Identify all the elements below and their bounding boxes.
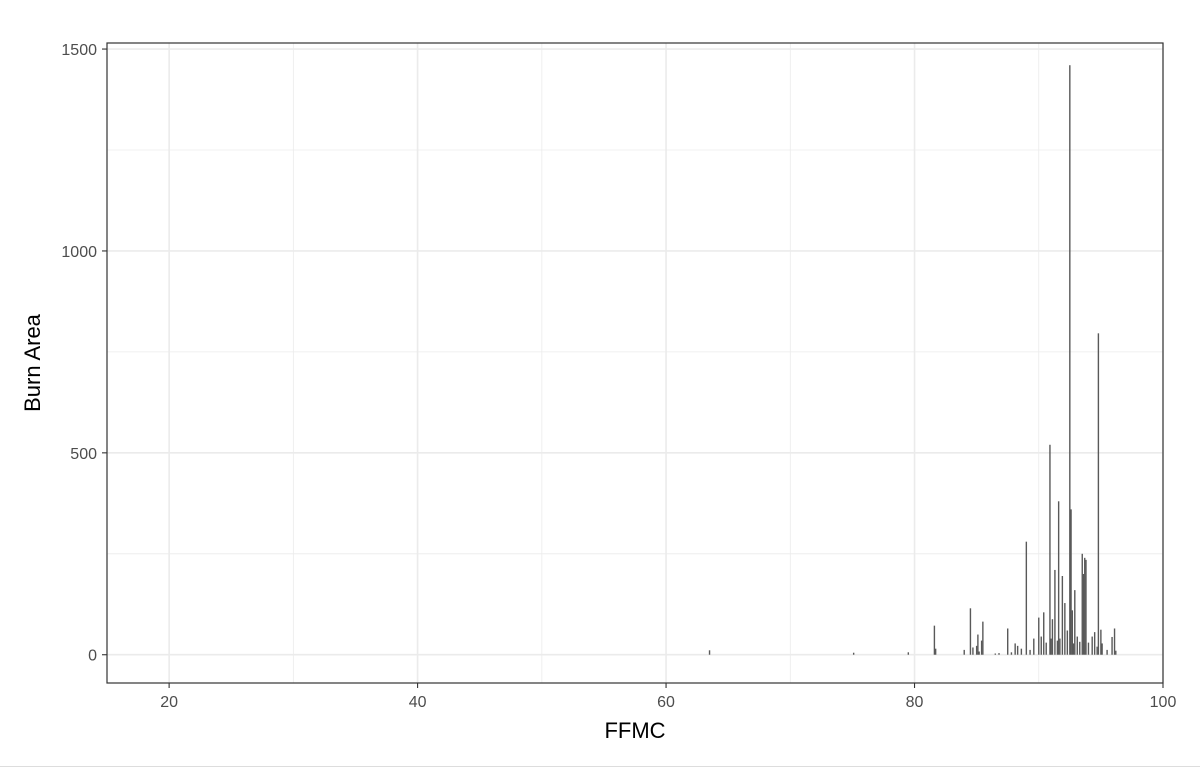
bar	[975, 645, 978, 655]
bar	[934, 648, 937, 655]
bar	[933, 625, 936, 655]
bar	[1016, 645, 1019, 655]
bars-layer	[708, 65, 1117, 655]
bar	[1069, 65, 1071, 655]
bar	[1071, 610, 1074, 655]
bar	[1100, 629, 1102, 655]
x-axis-title: FFMC	[604, 718, 665, 743]
bar	[1082, 573, 1085, 655]
bar	[978, 651, 980, 655]
bar	[963, 649, 965, 655]
bar	[1070, 509, 1072, 655]
bar	[1096, 646, 1098, 655]
y-tick-label: 1000	[61, 244, 97, 261]
bar	[1033, 638, 1035, 655]
bar	[1091, 636, 1093, 655]
x-tick-label: 80	[906, 694, 924, 711]
bar	[1054, 569, 1056, 655]
bar	[972, 647, 974, 655]
bar	[1097, 333, 1100, 655]
bar	[1085, 559, 1087, 655]
bar	[1111, 636, 1113, 655]
x-tick-label: 60	[657, 694, 675, 711]
bar	[1084, 557, 1086, 655]
bar	[980, 640, 983, 655]
bar	[1025, 541, 1028, 655]
bar	[1043, 612, 1045, 655]
bar	[994, 653, 996, 655]
bar	[1056, 640, 1059, 655]
bar	[1051, 619, 1054, 655]
bar	[852, 652, 855, 655]
bar	[982, 621, 984, 655]
bottom-rule	[0, 766, 1200, 767]
y-tick-label: 0	[88, 648, 97, 665]
x-tick-label: 20	[160, 694, 178, 711]
panel-background	[107, 43, 1163, 683]
bar	[1050, 638, 1052, 655]
bar	[1106, 649, 1108, 655]
bar	[998, 653, 1000, 655]
panel-border	[106, 42, 1164, 684]
bar	[1081, 553, 1083, 655]
bar	[1101, 643, 1103, 655]
bar	[1029, 649, 1031, 655]
y-axis-title: Burn Area	[20, 313, 45, 412]
y-tick-label: 500	[70, 446, 97, 463]
bar	[1072, 643, 1075, 655]
bar	[1066, 630, 1069, 655]
bar	[1115, 650, 1117, 655]
bar	[907, 652, 910, 655]
bar	[1087, 642, 1090, 655]
bar	[1010, 652, 1013, 655]
bar	[1049, 444, 1051, 655]
bar	[1007, 628, 1009, 655]
bar	[1038, 617, 1040, 655]
bar	[969, 608, 972, 655]
bar	[1040, 636, 1042, 655]
bar	[1064, 603, 1066, 655]
bar	[1061, 575, 1064, 655]
bar	[1076, 636, 1078, 655]
bar	[1057, 501, 1060, 655]
bar	[1020, 648, 1023, 655]
bar	[708, 650, 711, 655]
bar	[1074, 590, 1076, 655]
bar	[1093, 632, 1096, 655]
bar	[1079, 641, 1081, 655]
bar	[1059, 638, 1061, 655]
y-tick-label: 1500	[61, 42, 97, 59]
bar	[977, 634, 979, 655]
bar	[1045, 642, 1047, 655]
x-tick-label: 100	[1150, 694, 1177, 711]
x-tick-label: 40	[409, 694, 427, 711]
bar	[1014, 643, 1016, 655]
bar	[1113, 628, 1116, 655]
